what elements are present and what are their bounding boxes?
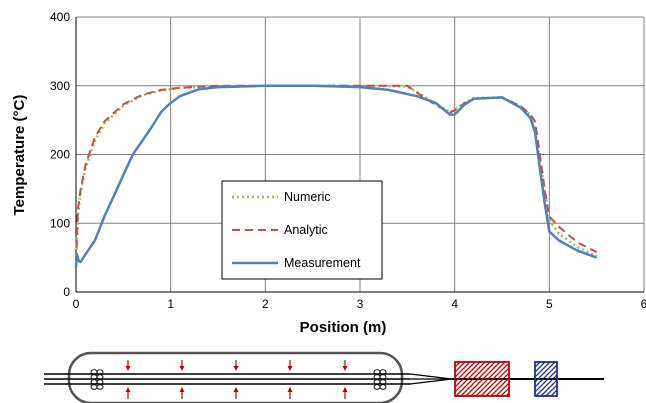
legend: Numeric Analytic Measurement — [221, 180, 383, 280]
heat-arrow-up-head — [287, 387, 293, 392]
cooling-zones — [454, 361, 558, 397]
hatch-line — [540, 379, 557, 396]
conveyor-lines — [44, 373, 604, 385]
heat-arrow-down-head — [287, 366, 293, 371]
furnace-chamber — [67, 351, 404, 403]
furnace-schematic — [44, 351, 604, 403]
cooling-zone-blue-border — [534, 361, 558, 397]
plot-area — [74, 16, 645, 293]
heat-arrow-down-head — [179, 366, 185, 371]
hatch-line — [455, 362, 486, 393]
tick-labels: 0 1 2 3 4 5 6 0 100 200 300 400 — [50, 10, 646, 311]
converging-line — [409, 373, 453, 380]
x-tick-label: 1 — [167, 297, 174, 311]
coil-loop — [90, 384, 98, 390]
y-tick-label: 300 — [50, 79, 70, 93]
heat-arrow-up-head — [342, 387, 348, 392]
hatch-line — [490, 377, 509, 396]
hatch-line — [485, 372, 509, 396]
heat-arrow-down-head — [342, 366, 348, 371]
legend-label-analytic: Analytic — [284, 223, 328, 237]
cooling-zone-red-border — [454, 361, 510, 397]
heat-arrow-up-head — [233, 387, 239, 392]
hatch-line — [500, 387, 509, 396]
cooling-zone-blue — [534, 361, 558, 397]
x-tick-label: 2 — [262, 297, 269, 311]
legend-label-measurement: Measurement — [284, 256, 361, 270]
hatch-line — [470, 362, 506, 396]
hatch-line — [480, 367, 509, 396]
hatch-line — [465, 362, 501, 396]
y-tick-label: 100 — [50, 216, 70, 230]
cooling-zone-red — [454, 361, 510, 397]
heat-arrow-down-head — [125, 366, 131, 371]
hatch-line — [455, 362, 481, 388]
hatch-line — [535, 362, 551, 378]
x-tick-label: 5 — [546, 297, 553, 311]
x-tick-label: 4 — [451, 297, 458, 311]
coil-loop — [379, 384, 387, 390]
hatch-line — [535, 369, 557, 393]
y-axis-title: Temperature (°C) — [11, 95, 28, 216]
hatch-line — [455, 362, 476, 383]
series-line-measurement — [74, 84, 598, 268]
legend-label-numeric: Numeric — [284, 190, 331, 204]
coil-loop — [373, 384, 381, 390]
x-tick-label: 6 — [641, 297, 646, 311]
y-tick-label: 0 — [63, 285, 70, 299]
hatch-line — [455, 362, 466, 373]
y-tick-label: 400 — [50, 10, 70, 24]
converging-line — [409, 378, 453, 385]
hatch-line — [535, 374, 557, 396]
x-tick-label: 3 — [357, 297, 364, 311]
heat-arrows — [125, 360, 348, 399]
hatch-line — [495, 382, 509, 396]
hatch-line — [455, 362, 491, 396]
roller-coils — [90, 369, 387, 390]
x-axis-title: Position (m) — [300, 319, 387, 336]
hatch-line — [535, 362, 556, 383]
heat-arrow-up-head — [125, 387, 131, 392]
heat-arrow-up-head — [179, 387, 185, 392]
hatch-line — [535, 362, 546, 373]
hatch-line — [455, 362, 471, 378]
heat-arrow-down-head — [233, 366, 239, 371]
hatch-line — [535, 364, 557, 388]
hatch-line — [545, 384, 557, 396]
series-line-analytic — [75, 84, 598, 262]
coil-loop — [96, 384, 104, 390]
hatch-line — [475, 362, 509, 396]
x-tick-label: 0 — [73, 297, 80, 311]
y-tick-label: 200 — [50, 148, 70, 162]
hatch-line — [460, 362, 496, 396]
